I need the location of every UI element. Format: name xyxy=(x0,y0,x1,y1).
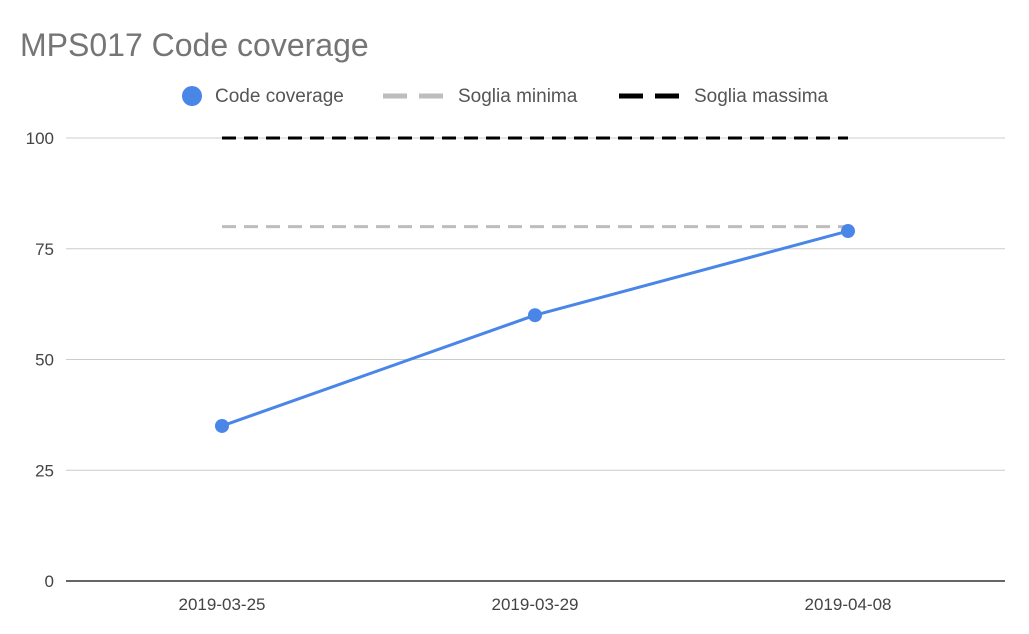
legend-label-soglia-massima: Soglia massima xyxy=(694,86,829,107)
data-point-code-coverage-2019-03-29[interactable] xyxy=(528,308,542,323)
x-axis-ticks: 2019-03-25 2019-03-29 2019-04-08 xyxy=(179,595,892,614)
legend-label-code-coverage: Code coverage xyxy=(215,86,344,107)
y-tick-label-50: 50 xyxy=(35,351,54,370)
x-tick-label-2019-03-25: 2019-03-25 xyxy=(179,595,266,614)
data-point-code-coverage-2019-04-08[interactable] xyxy=(841,224,855,239)
gridlines xyxy=(66,137,1005,582)
legend-item-soglia-minima[interactable]: Soglia minima xyxy=(383,86,578,107)
y-tick-label-100: 100 xyxy=(26,129,54,148)
legend-item-code-coverage[interactable]: Code coverage xyxy=(182,86,344,107)
y-axis-ticks: 0 25 50 75 100 xyxy=(26,129,54,591)
y-tick-label-0: 0 xyxy=(45,572,54,591)
series-line-code-coverage xyxy=(221,229,849,428)
legend-item-soglia-massima[interactable]: Soglia massima xyxy=(619,86,829,107)
y-tick-label-75: 75 xyxy=(35,240,54,259)
legend-label-soglia-minima: Soglia minima xyxy=(458,86,578,107)
legend: Code coverage Soglia minima Soglia massi… xyxy=(182,86,829,107)
x-tick-label-2019-03-29: 2019-03-29 xyxy=(492,595,579,614)
x-tick-label-2019-04-08: 2019-04-08 xyxy=(805,595,892,614)
y-tick-label-25: 25 xyxy=(35,461,54,480)
data-point-code-coverage-2019-03-25[interactable] xyxy=(215,418,229,433)
series-layer xyxy=(215,136,855,433)
legend-marker-code-coverage xyxy=(182,86,202,106)
chart-title: MPS017 Code coverage xyxy=(20,27,369,63)
